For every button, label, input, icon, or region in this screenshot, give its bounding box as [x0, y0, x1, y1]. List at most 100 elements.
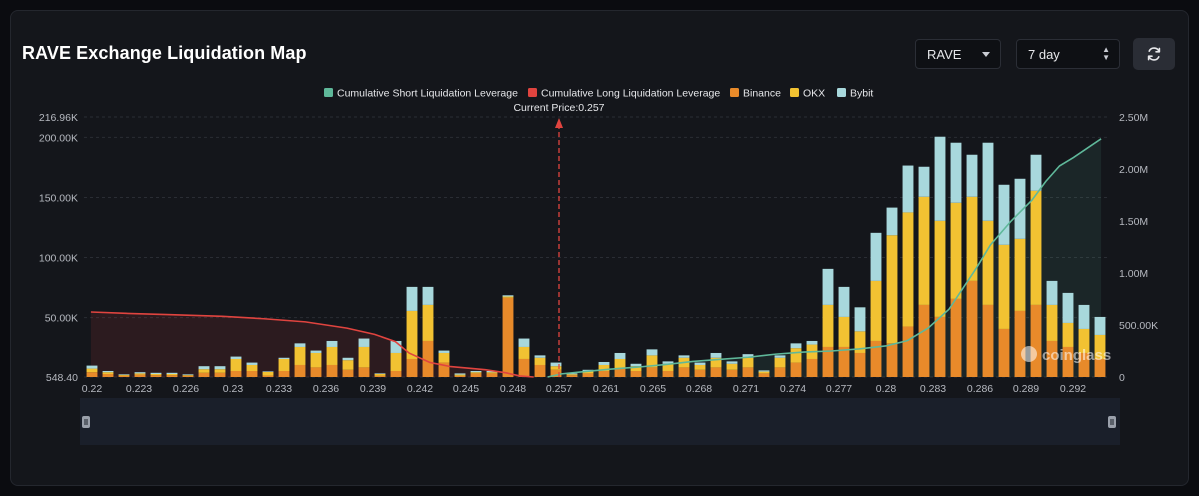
- coin-select-value: RAVE: [927, 47, 962, 62]
- binance-bar: [966, 280, 978, 377]
- binance-bar: [1062, 346, 1074, 377]
- refresh-button[interactable]: [1133, 38, 1175, 70]
- okx-bar: [790, 348, 802, 363]
- binance-bar: [310, 367, 322, 377]
- bybit-bar: [134, 372, 146, 374]
- binance-bar: [214, 372, 226, 377]
- binance-bar: [998, 328, 1010, 377]
- bybit-bar: [598, 361, 610, 365]
- bybit-bar: [710, 352, 722, 358]
- y-left-tick-label: 50.00K: [45, 313, 78, 325]
- binance-bar: [822, 346, 834, 377]
- long-cum-line: [90, 311, 534, 378]
- okx-bar: [422, 304, 434, 341]
- x-tick-label: 0.28: [876, 383, 897, 395]
- okx-bar: [438, 352, 450, 363]
- binance-bar: [790, 362, 802, 377]
- okx-bar: [1094, 334, 1106, 359]
- x-tick-label: 0.22: [82, 383, 103, 395]
- coin-select[interactable]: RAVE: [915, 39, 1001, 69]
- zoom-handle-left[interactable]: [82, 416, 90, 428]
- zoom-handle-right[interactable]: [1108, 416, 1116, 428]
- x-tick-label: 0.226: [173, 383, 199, 395]
- legend-swatch: [324, 88, 333, 97]
- okx-bar: [582, 370, 594, 374]
- binance-bar: [758, 373, 770, 377]
- x-tick-label: 0.265: [640, 383, 666, 395]
- binance-bar: [374, 375, 386, 377]
- okx-bar: [982, 220, 994, 305]
- okx-bar: [246, 364, 258, 371]
- bybit-bar: [326, 340, 338, 347]
- bybit-bar: [774, 355, 786, 358]
- okx-bar: [1046, 304, 1058, 341]
- okx-bar: [886, 235, 898, 344]
- x-tick-label: 0.268: [686, 383, 712, 395]
- bybit-bar: [166, 372, 178, 374]
- bybit-bar: [646, 349, 658, 356]
- bybit-bar: [438, 350, 450, 353]
- x-tick-label: 0.23: [223, 383, 244, 395]
- stepper-icon: ▲ ▼: [1102, 45, 1110, 62]
- y-right-tick-label: 2.50M: [1119, 112, 1148, 124]
- okx-bar: [118, 374, 130, 376]
- okx-bar: [390, 352, 402, 371]
- okx-bar: [742, 357, 754, 368]
- binance-bar: [742, 367, 754, 377]
- okx-bar: [566, 374, 578, 376]
- bybit-bar: [902, 165, 914, 213]
- bybit-bar: [390, 340, 402, 353]
- x-tick-label: 0.292: [1060, 383, 1086, 395]
- binance-bar: [934, 316, 946, 377]
- okx-bar: [1030, 190, 1042, 305]
- bybit-bar: [1046, 280, 1058, 305]
- bybit-bar: [102, 370, 114, 373]
- okx-bar: [230, 358, 242, 371]
- legend-swatch: [730, 88, 739, 97]
- okx-bar: [614, 358, 626, 369]
- bybit-bar: [486, 370, 498, 373]
- binance-bar: [886, 343, 898, 377]
- okx-bar: [102, 372, 114, 374]
- bybit-bar: [214, 366, 226, 370]
- bybit-bar: [262, 371, 274, 372]
- okx-bar: [758, 371, 770, 374]
- binance-bar: [422, 340, 434, 377]
- y-right-tick-label: 500.00K: [1119, 320, 1158, 332]
- okx-bar: [486, 372, 498, 374]
- bybit-bar: [1078, 304, 1090, 329]
- legend-label: Binance: [743, 88, 781, 100]
- range-select[interactable]: 7 day ▲ ▼: [1016, 39, 1120, 69]
- watermark-text: coinglass: [1042, 347, 1111, 364]
- short-cum-line: [547, 138, 1102, 378]
- bybit-bar: [726, 361, 738, 364]
- binance-bar: [326, 364, 338, 377]
- binance-bar: [918, 304, 930, 377]
- okx-bar: [214, 369, 226, 373]
- y-left-tick-label: 216.96K: [39, 112, 78, 124]
- okx-bar: [598, 364, 610, 371]
- binance-bar: [678, 367, 690, 377]
- binance-bar: [230, 370, 242, 377]
- okx-bar: [534, 357, 546, 365]
- bybit-bar: [374, 373, 386, 374]
- x-tick-label: 0.289: [1013, 383, 1039, 395]
- x-tick-label: 0.277: [826, 383, 852, 395]
- bybit-bar: [150, 372, 162, 374]
- bybit-bar: [678, 355, 690, 358]
- bybit-bar: [1062, 292, 1074, 323]
- okx-bar: [630, 366, 642, 371]
- binance-bar: [838, 346, 850, 377]
- zoom-slider-track: [80, 398, 1120, 445]
- bybit-bar: [950, 142, 962, 203]
- bybit-bar: [86, 365, 98, 369]
- x-tick-label: 0.233: [266, 383, 292, 395]
- x-tick-label: 0.248: [500, 383, 526, 395]
- okx-bar: [822, 304, 834, 347]
- x-tick-label: 0.261: [593, 383, 619, 395]
- okx-bar: [1062, 322, 1074, 347]
- binance-bar: [342, 369, 354, 377]
- x-tick-label: 0.242: [407, 383, 433, 395]
- okx-bar: [854, 331, 866, 353]
- binance-bar: [518, 358, 530, 377]
